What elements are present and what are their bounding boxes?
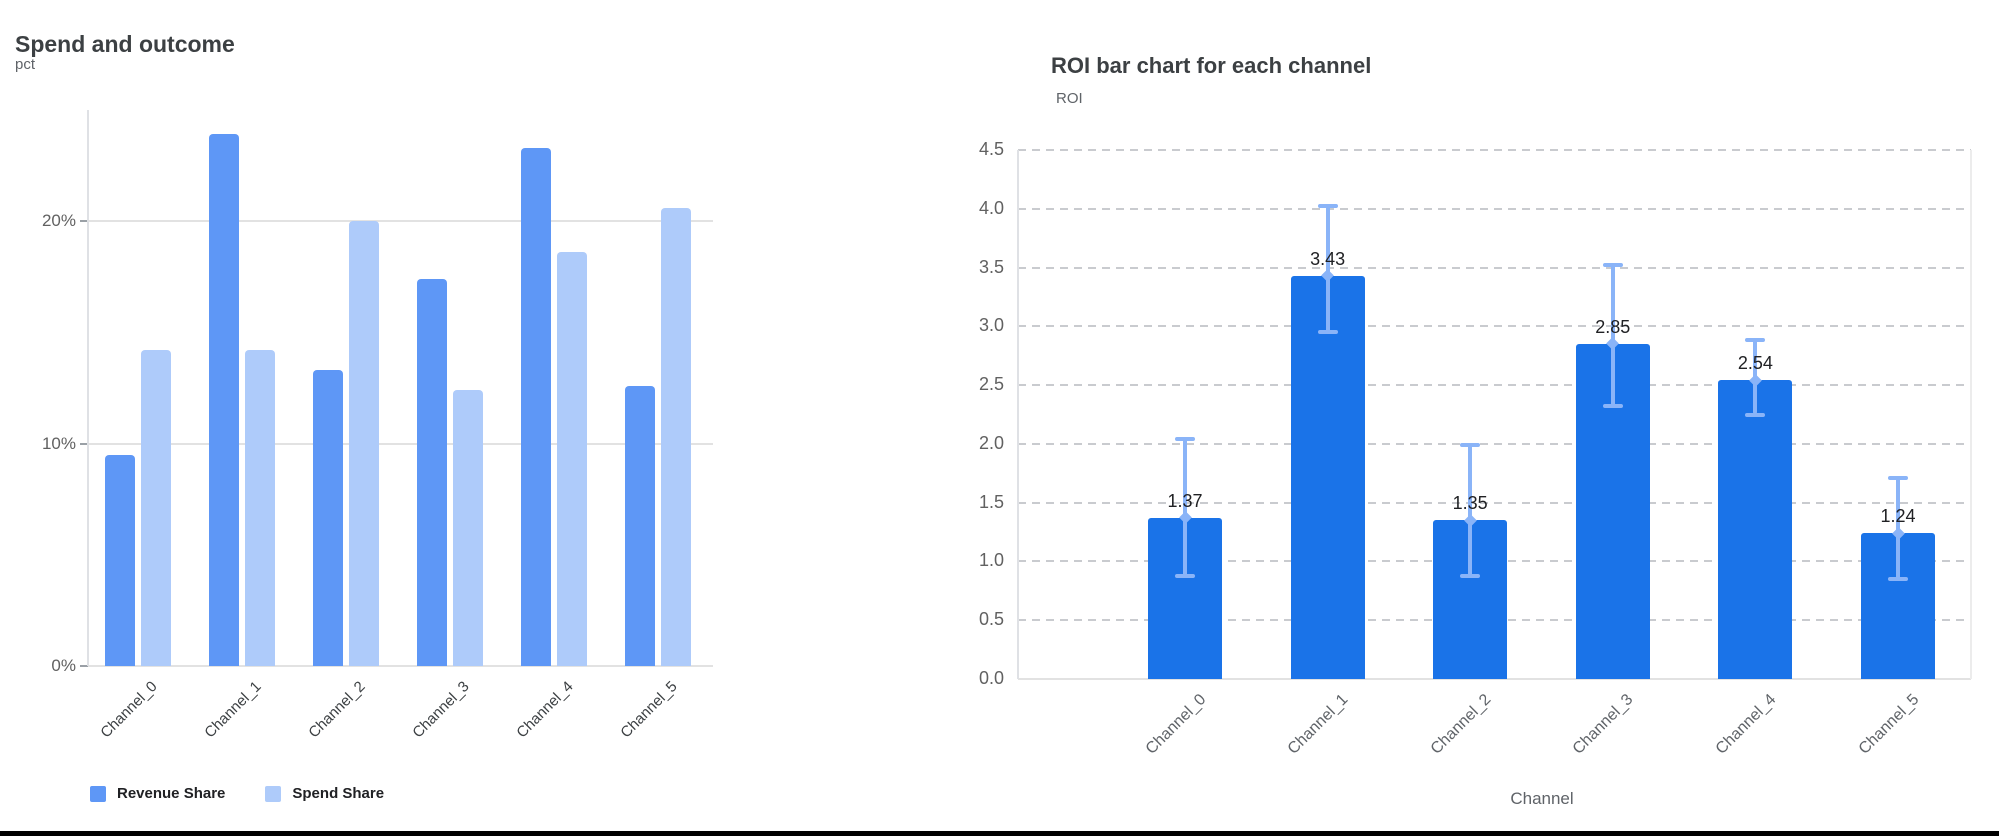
- x-axis-label: Channel_4: [1712, 691, 1780, 758]
- error-bar-bottom-cap: [1460, 573, 1481, 578]
- error-bar-top-cap: [1460, 443, 1481, 448]
- gridline: [1018, 501, 1971, 504]
- bar-channel_0-revenue-share[interactable]: [105, 454, 135, 666]
- x-axis-label: Channel_0: [1142, 691, 1210, 758]
- y-axis-tick-label: 4.5: [978, 139, 1004, 159]
- error-bar: [1325, 206, 1330, 333]
- x-axis-label: Channel_1: [1284, 691, 1352, 758]
- error-bar-top-cap: [1317, 204, 1338, 209]
- error-bar-bottom-cap: [1745, 412, 1766, 417]
- y-axis-tick-label: 0.0: [978, 668, 1004, 688]
- error-bar-top-cap: [1888, 475, 1908, 480]
- bar-channel_1-revenue-share[interactable]: [209, 134, 239, 666]
- error-bar: [1183, 439, 1187, 576]
- y-axis-tick: [80, 220, 88, 223]
- y-axis-tick: [80, 665, 88, 667]
- bar-channel_4-revenue-share[interactable]: [521, 147, 551, 666]
- y-axis-tick-label: 4.0: [978, 197, 1004, 218]
- y-axis-line: [87, 110, 89, 666]
- error-bar: [1610, 265, 1615, 407]
- bar-value-label: 1.24: [1880, 506, 1916, 527]
- legend-label: Spend Share: [292, 785, 385, 802]
- gridline: [88, 665, 713, 667]
- gridline: [1018, 678, 1971, 680]
- y-axis-tick-label: 10%: [41, 433, 76, 453]
- x-axis-label: Channel_5: [1855, 691, 1923, 758]
- gridline: [1018, 149, 1971, 151]
- y-axis-tick-label: 0.5: [978, 609, 1004, 630]
- bar-channel_1[interactable]: [1290, 275, 1365, 679]
- legend-item: Revenue Share: [90, 785, 225, 802]
- bar-value-label: 1.35: [1452, 493, 1488, 514]
- bar-value-label: 2.85: [1595, 316, 1631, 337]
- y-axis-line: [1017, 150, 1019, 679]
- error-bar: [1468, 445, 1473, 576]
- bar-channel_0-spend-share[interactable]: [141, 350, 171, 666]
- gridline: [88, 442, 713, 445]
- gridline: [1018, 442, 1971, 445]
- y-axis-tick-label: 20%: [41, 211, 76, 231]
- bar-channel_4[interactable]: [1718, 380, 1793, 679]
- y-axis-tick-label: 1.5: [978, 491, 1004, 512]
- error-bar-bottom-cap: [1602, 404, 1623, 409]
- gridline: [1018, 207, 1971, 210]
- bar-channel_3-revenue-share[interactable]: [417, 279, 447, 666]
- bar-value-label: 3.43: [1310, 248, 1346, 269]
- plot-right-border: [1970, 150, 1972, 679]
- bar-channel_2-revenue-share[interactable]: [313, 370, 343, 666]
- y-axis-tick-label: 0%: [51, 656, 76, 675]
- spend-outcome-legend: Revenue Share Spend Share: [90, 785, 384, 802]
- bar-channel_1-spend-share[interactable]: [245, 350, 275, 666]
- legend-swatch: [265, 785, 282, 802]
- bar-value-label: 1.37: [1167, 490, 1203, 511]
- gridline: [1018, 325, 1971, 328]
- legend-swatch: [90, 785, 106, 802]
- bar-channel_4-spend-share[interactable]: [557, 252, 587, 666]
- roi-x-axis-title: Channel: [1510, 789, 1574, 808]
- bar-channel_5-revenue-share[interactable]: [625, 385, 655, 666]
- roi-y-unit-label: ROI: [1056, 90, 1083, 107]
- x-axis-label: Channel_2: [1427, 691, 1495, 758]
- y-axis-tick-label: 3.0: [978, 315, 1004, 336]
- x-axis-label: Channel_3: [1570, 691, 1637, 758]
- error-bar-bottom-cap: [1317, 330, 1338, 335]
- gridline: [1018, 384, 1971, 387]
- bar-channel_2-spend-share[interactable]: [349, 221, 379, 666]
- bar-channel_3-spend-share[interactable]: [453, 390, 483, 666]
- y-axis-tick: [80, 442, 88, 445]
- spend-outcome-title: Spend and outcome: [15, 31, 235, 58]
- roi-chart-title: ROI bar chart for each channel: [1051, 53, 1372, 79]
- gridline: [88, 220, 713, 223]
- error-bar-top-cap: [1602, 263, 1623, 268]
- y-axis-tick-label: 1.0: [978, 550, 1004, 571]
- y-axis-tick-label: 3.5: [978, 256, 1004, 277]
- error-bar-bottom-cap: [1888, 577, 1908, 582]
- legend-item: Spend Share: [265, 785, 384, 802]
- y-axis-tick-label: 2.0: [978, 432, 1004, 453]
- gridline: [1018, 266, 1971, 269]
- error-bar-top-cap: [1175, 437, 1195, 442]
- bar-value-label: 2.54: [1737, 353, 1773, 374]
- error-bar-bottom-cap: [1175, 573, 1195, 578]
- error-bar-top-cap: [1745, 338, 1766, 343]
- bar-channel_5-spend-share[interactable]: [661, 207, 691, 666]
- bottom-divider: [0, 831, 1999, 836]
- y-axis-tick-label: 2.5: [978, 374, 1004, 395]
- spend-outcome-y-unit-label: pct: [15, 56, 36, 73]
- legend-label: Revenue Share: [117, 785, 226, 802]
